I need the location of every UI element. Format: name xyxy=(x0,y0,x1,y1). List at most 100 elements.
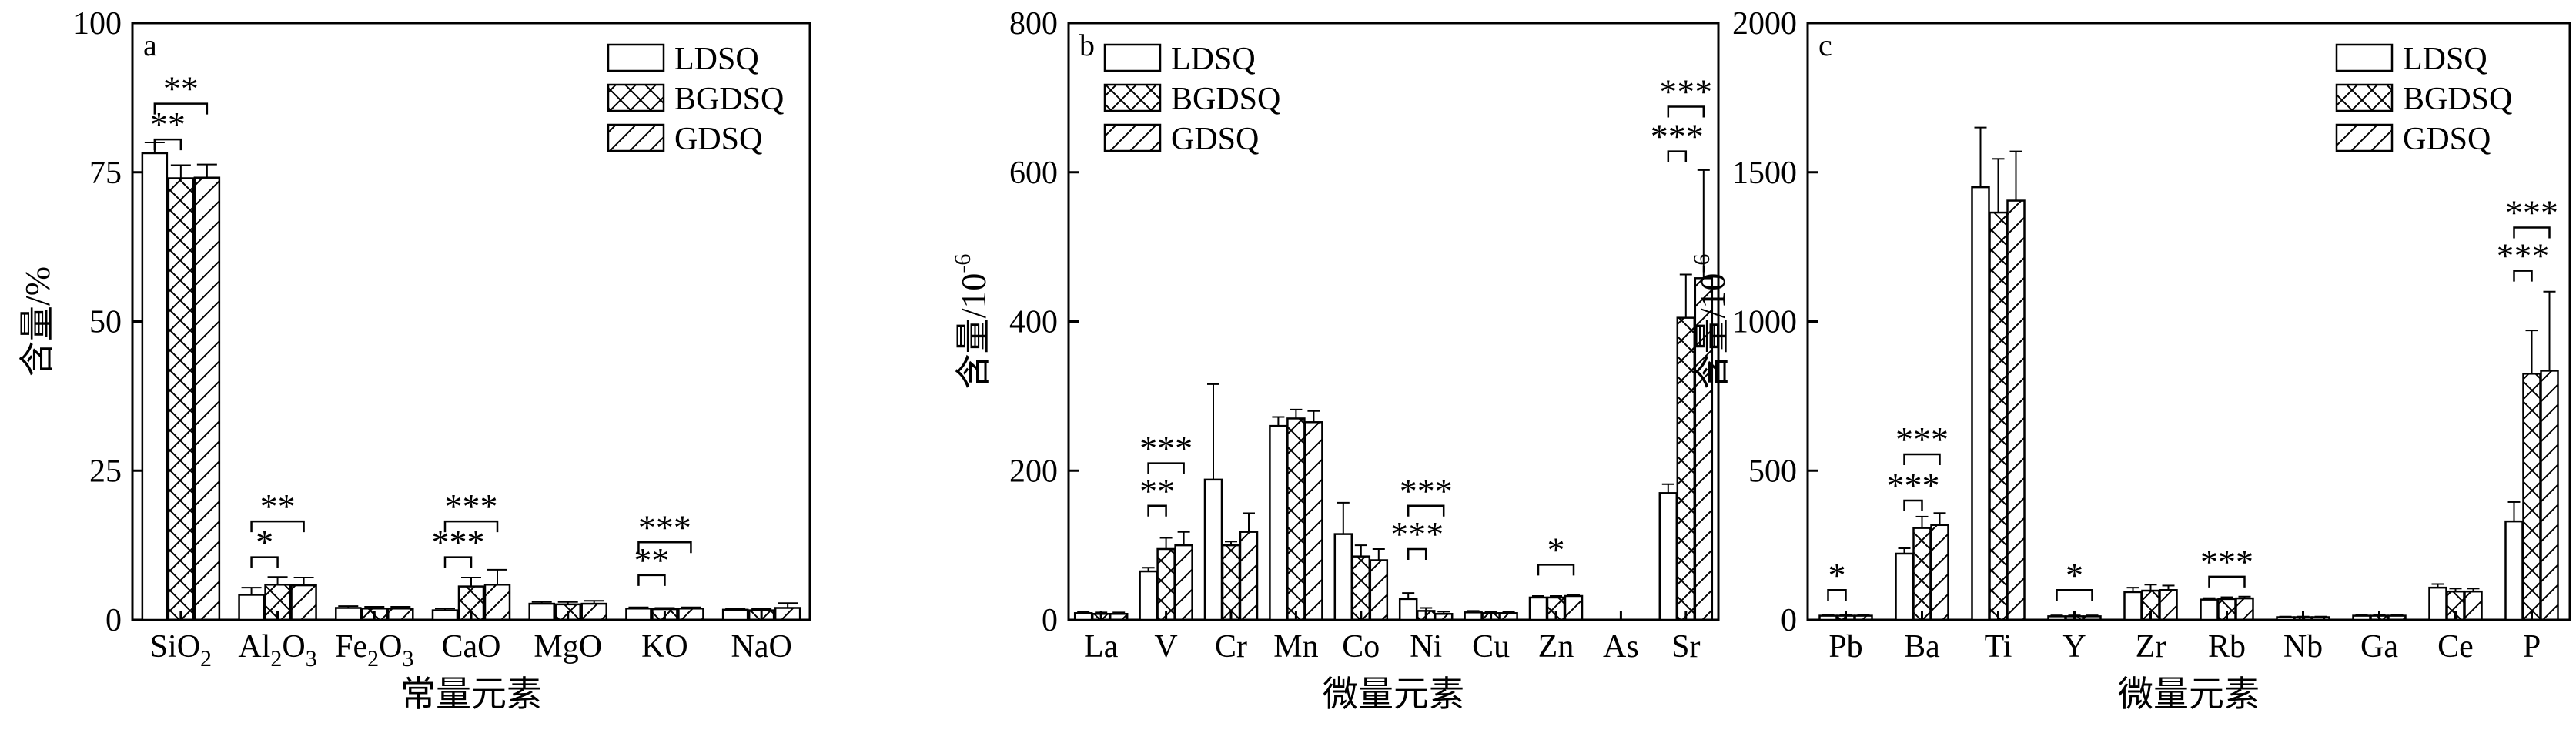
significance-bracket xyxy=(1407,547,1427,560)
x-tick-label: Cu xyxy=(1472,629,1510,665)
significance-label: *** xyxy=(445,487,498,526)
bar-bgdsq xyxy=(651,608,678,621)
bar-ldsq xyxy=(141,152,169,621)
bar-bgdsq xyxy=(264,584,291,621)
bar-bgdsq xyxy=(554,603,581,621)
x-tick-label: As xyxy=(1603,629,1639,665)
x-tick-label: NaO xyxy=(731,629,791,665)
bar-gdsq xyxy=(2387,614,2407,621)
significance-bracket xyxy=(443,556,473,568)
y-tick-label: 200 xyxy=(1009,454,1058,489)
bar-ldsq xyxy=(1895,552,1914,621)
legend-label-gdsq: GDSQ xyxy=(1171,122,1259,157)
x-tick-label: Cr xyxy=(1215,629,1247,665)
significance-bracket xyxy=(153,102,209,115)
bar-gdsq xyxy=(2464,590,2483,621)
y-tick-label: 25 xyxy=(89,454,122,489)
x-tick-label-base: SiO xyxy=(150,629,200,665)
y-tick-label: 1000 xyxy=(1732,305,1797,340)
x-tick-label-base: KO xyxy=(641,629,688,665)
significance-label: ** xyxy=(634,541,669,580)
x-tick-label: Ce xyxy=(2437,629,2474,665)
y-axis-title-sup: -6 xyxy=(950,254,975,273)
legend-label-ldsq: LDSQ xyxy=(1171,42,1256,77)
legend-label-bgdsq: BGDSQ xyxy=(2403,82,2512,117)
bar-gdsq xyxy=(2159,589,2178,621)
x-tick-label: Ni xyxy=(1410,629,1442,665)
bar-gdsq xyxy=(2235,597,2254,621)
x-tick-label-base: Cu xyxy=(1472,629,1510,665)
bar-gdsq xyxy=(1499,612,1518,621)
x-tick-label-base: Sr xyxy=(1671,629,1700,665)
y-tick-label: 0 xyxy=(1042,603,1058,638)
bar-ldsq xyxy=(2352,614,2371,621)
bar-ldsq xyxy=(1139,570,1158,621)
significance-label: ** xyxy=(150,105,186,144)
x-tick-label: Sr xyxy=(1671,629,1700,665)
significance-label: *** xyxy=(1400,471,1453,511)
x-tick-label: Y xyxy=(2062,629,2086,665)
significance-bracket xyxy=(1903,453,1941,465)
x-axis-title: 常量元素 xyxy=(400,675,542,714)
significance-bracket xyxy=(1537,564,1575,576)
panel-letter: b xyxy=(1079,28,1095,62)
bar-bgdsq xyxy=(1546,596,1566,621)
significance-label: * xyxy=(256,523,273,562)
significance-bracket xyxy=(2056,589,2093,601)
x-axis-title: 微量元素 xyxy=(1323,675,1464,714)
significance-label: *** xyxy=(1139,429,1193,468)
y-tick-label: 0 xyxy=(105,603,122,638)
bar-bgdsq xyxy=(361,608,388,621)
legend-swatch-ldsq xyxy=(1103,43,1162,72)
x-tick-label-base: Ga xyxy=(2360,629,2398,665)
bar-gdsq xyxy=(1930,524,1949,621)
significance-bracket xyxy=(1667,105,1705,118)
bar-ldsq xyxy=(528,602,555,621)
y-axis-title-sup: -6 xyxy=(1689,254,1715,273)
x-tick-label-base: Rb xyxy=(2208,629,2246,665)
bar-gdsq xyxy=(1174,544,1193,621)
x-tick-label-base: Ba xyxy=(1904,629,1940,665)
y-axis-title: 含量/10-6 xyxy=(1689,254,1732,390)
bar-bgdsq xyxy=(1912,527,1932,621)
legend-swatch-gdsq xyxy=(1103,123,1162,152)
y-tick-label: 600 xyxy=(1009,156,1058,191)
y-axis-title: 含量/% xyxy=(18,266,57,377)
x-tick-label-base: Nb xyxy=(2283,629,2323,665)
bar-gdsq xyxy=(290,584,317,621)
bar-bgdsq xyxy=(2446,590,2465,621)
x-tick-label: Zn xyxy=(1538,629,1574,665)
x-tick-label-base: Co xyxy=(1342,629,1380,665)
bar-bgdsq xyxy=(1416,610,1436,621)
significance-label: *** xyxy=(1659,72,1712,112)
x-tick-label-base: Fe xyxy=(335,629,367,665)
legend-label-ldsq: LDSQ xyxy=(674,42,759,77)
bar-ldsq xyxy=(1528,596,1548,621)
x-tick-label: Zr xyxy=(2136,629,2166,665)
x-tick-label-base: CaO xyxy=(442,629,501,665)
x-tick-label: Al2O3 xyxy=(238,629,316,671)
x-tick-label: Rb xyxy=(2208,629,2246,665)
legend-swatch-bgdsq xyxy=(2335,83,2394,112)
bar-bgdsq xyxy=(2370,614,2389,621)
significance-bracket xyxy=(1903,499,1923,511)
x-tick-label: Pb xyxy=(1828,629,1862,665)
x-tick-label-sub2: 3 xyxy=(402,646,413,671)
bar-ldsq xyxy=(1333,533,1353,621)
significance-label: * xyxy=(1547,530,1565,569)
y-tick-label: 75 xyxy=(89,156,122,191)
y-axis-title: 含量/10-6 xyxy=(950,254,993,390)
x-tick-label-base: Mn xyxy=(1273,629,1318,665)
legend-swatch-ldsq xyxy=(2335,43,2394,72)
legend-label-bgdsq: BGDSQ xyxy=(674,82,784,117)
significance-bracket xyxy=(637,541,692,554)
y-tick-label: 50 xyxy=(89,305,122,340)
significance-label: *** xyxy=(2497,236,2550,276)
bar-ldsq xyxy=(625,608,652,621)
y-tick-label: 400 xyxy=(1009,305,1058,340)
bar-gdsq xyxy=(580,602,607,621)
bar-ldsq xyxy=(1971,186,1990,621)
x-tick-label-base: V xyxy=(1154,629,1177,665)
